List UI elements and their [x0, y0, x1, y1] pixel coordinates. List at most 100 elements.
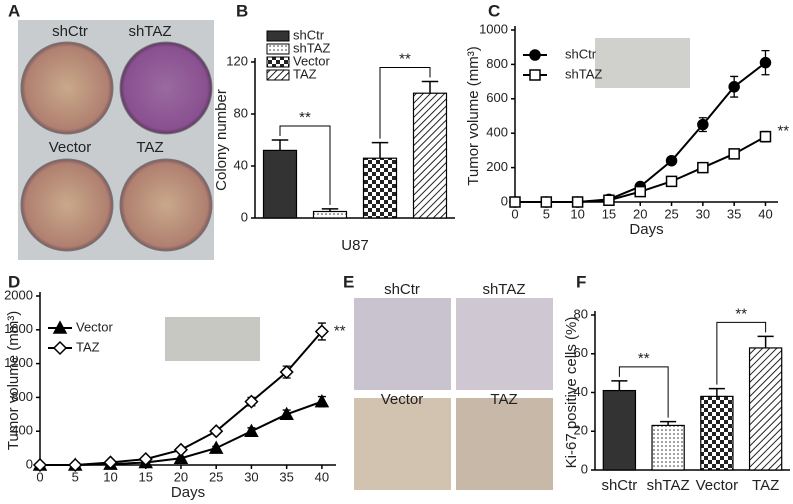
annotation: ** — [638, 350, 650, 367]
bar — [362, 157, 398, 219]
y-tick-label: 40 — [234, 157, 248, 172]
error-bar — [757, 335, 774, 348]
photo-label: Vector — [381, 391, 424, 408]
y-tick-label: 0 — [241, 209, 248, 224]
marker — [173, 442, 189, 457]
y-tick-label: 0 — [26, 456, 33, 471]
x-tick-label: shCtr — [601, 477, 637, 494]
x-axis-label: Days — [629, 221, 663, 238]
legend-label: TAZ — [76, 339, 100, 354]
marker — [279, 406, 294, 421]
marker — [759, 56, 772, 69]
photo-label: TAZ — [490, 391, 517, 408]
x-tick-label: 40 — [315, 469, 329, 484]
bar — [312, 210, 348, 219]
legend-swatch — [266, 43, 290, 55]
y-tick-label: 800 — [11, 389, 33, 404]
error-bar — [371, 141, 389, 159]
y-tick-label: 1600 — [4, 321, 33, 336]
y-tick-label: 60 — [574, 345, 588, 360]
marker — [103, 455, 118, 470]
marker — [314, 394, 330, 408]
marker — [728, 148, 740, 160]
marker — [759, 130, 772, 143]
bar — [412, 92, 448, 219]
marker — [68, 457, 83, 473]
marker — [697, 161, 709, 174]
x-tick-label: 30 — [696, 206, 710, 221]
x-axis-label: Days — [171, 484, 205, 501]
legend-marker — [52, 320, 68, 334]
error-bar — [321, 208, 339, 212]
photo-a — [18, 20, 214, 260]
legend-marker — [52, 340, 68, 356]
y-tick-label: 400 — [11, 423, 33, 438]
annotation: ** — [735, 305, 747, 322]
legend-label: shTAZ — [293, 40, 330, 55]
x-tick-label: 10 — [103, 469, 117, 484]
x-tick-label: 0 — [36, 469, 43, 484]
legend-swatch — [266, 69, 290, 81]
bracket — [618, 366, 669, 418]
annotation: ** — [777, 123, 789, 140]
legend-label: shCtr — [293, 27, 325, 42]
x-tick-label: 40 — [758, 206, 772, 221]
y-axis-label: Colony number — [213, 89, 230, 191]
panel-label: A — [8, 1, 20, 20]
error-bar — [708, 387, 725, 397]
panel-label: F — [576, 272, 586, 291]
legend-label: Vector — [76, 319, 114, 334]
bar — [700, 395, 734, 471]
marker — [244, 423, 259, 437]
bracket — [716, 321, 767, 385]
marker — [665, 154, 678, 167]
y-tick-label: 600 — [486, 90, 508, 105]
x-tick-label: shTAZ — [647, 477, 690, 494]
annotation: ** — [334, 322, 346, 339]
legend-marker — [529, 49, 541, 61]
error-bar — [660, 420, 677, 426]
y-tick-label: 80 — [234, 105, 248, 120]
marker — [540, 196, 553, 208]
marker — [634, 185, 646, 198]
legend-marker — [529, 69, 541, 81]
x-tick-label: 20 — [633, 206, 647, 221]
y-tick-label: 40 — [574, 384, 588, 399]
legend-label: shCtr — [565, 46, 597, 61]
x-tick-label: 30 — [244, 469, 258, 484]
photo-label: shTAZ — [128, 23, 171, 40]
photo-label: shCtr — [52, 23, 88, 40]
y-tick-label: 120 — [226, 53, 248, 68]
y-tick-label: 200 — [486, 159, 508, 174]
x-tick-label: 35 — [279, 469, 293, 484]
error-bar — [421, 80, 439, 94]
x-tick-label: 20 — [174, 469, 188, 484]
legend-label: shTAZ — [565, 66, 602, 81]
bar — [262, 149, 298, 219]
y-tick-label: 1200 — [4, 355, 33, 370]
panel-label: C — [488, 1, 500, 20]
marker — [697, 118, 709, 131]
bar — [651, 424, 685, 471]
marker — [32, 457, 48, 473]
marker — [665, 175, 678, 188]
inset-photo — [595, 38, 690, 88]
y-axis-label: Ki-67 positive cells (%) — [563, 317, 580, 469]
y-tick-label: 400 — [486, 125, 508, 140]
photo-label: Vector — [49, 139, 92, 156]
bracket — [279, 125, 331, 205]
y-tick-label: 0 — [501, 193, 508, 208]
x-tick-label: 5 — [72, 469, 79, 484]
x-tick-label: 10 — [570, 206, 584, 221]
y-tick-label: 800 — [486, 56, 508, 71]
bar — [602, 389, 637, 471]
photo-e — [354, 298, 553, 490]
legend-swatch — [266, 30, 290, 42]
marker — [173, 450, 189, 464]
error-bar — [611, 380, 628, 391]
y-tick-label: 20 — [574, 423, 588, 438]
y-tick-label: 1000 — [479, 21, 508, 36]
annotation: ** — [299, 109, 311, 126]
error-bar — [271, 139, 289, 151]
